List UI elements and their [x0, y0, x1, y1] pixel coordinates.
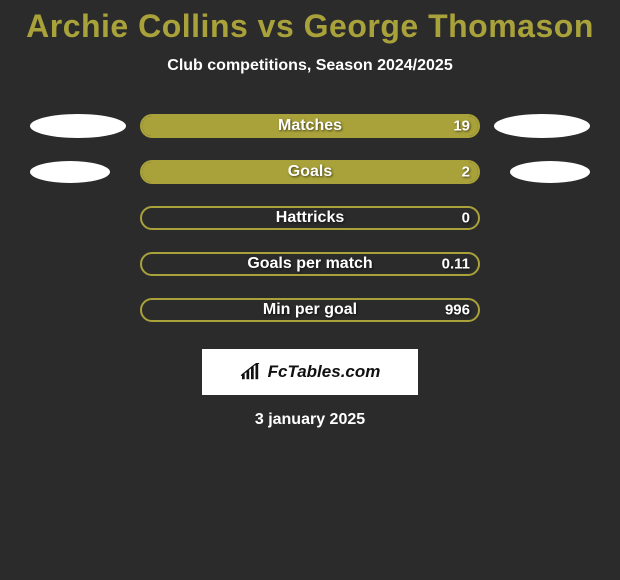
watermark: FcTables.com	[202, 349, 418, 395]
stat-label: Goals per match	[247, 255, 372, 273]
stat-label: Min per goal	[263, 301, 357, 319]
stat-value-right: 19	[453, 118, 470, 135]
stat-row: Goals per match 0.11	[140, 241, 480, 287]
bar-chart-icon	[240, 363, 262, 381]
stat-value-right: 0.11	[442, 256, 470, 273]
stat-bar: Hattricks 0	[140, 206, 480, 230]
stat-row: Hattricks 0	[140, 195, 480, 241]
player-right-marker	[494, 114, 590, 138]
page-title: Archie Collins vs George Thomason	[0, 8, 620, 45]
stat-value-right: 2	[462, 164, 470, 181]
player-left-marker	[30, 114, 126, 138]
stat-bar: Goals 2	[140, 160, 480, 184]
stat-row: Min per goal 996	[140, 287, 480, 333]
date-label: 3 january 2025	[0, 411, 620, 429]
stat-value-right: 996	[445, 302, 470, 319]
watermark-text: FcTables.com	[268, 362, 381, 382]
stat-row: Goals 2	[140, 149, 480, 195]
stat-value-right: 0	[462, 210, 470, 227]
stat-label: Matches	[278, 117, 342, 135]
stat-row: Matches 19	[140, 103, 480, 149]
stats-list: Matches 19 Goals 2 Hattricks 0 Goals per match…	[140, 103, 480, 333]
stat-bar: Goals per match 0.11	[140, 252, 480, 276]
player-right-marker	[510, 161, 590, 183]
stat-bar: Min per goal 996	[140, 298, 480, 322]
player-left-marker	[30, 161, 110, 183]
comparison-infographic: Archie Collins vs George Thomason Club c…	[0, 0, 620, 429]
stat-label: Goals	[288, 163, 332, 181]
subtitle: Club competitions, Season 2024/2025	[0, 57, 620, 75]
stat-label: Hattricks	[276, 209, 344, 227]
stat-bar: Matches 19	[140, 114, 480, 138]
